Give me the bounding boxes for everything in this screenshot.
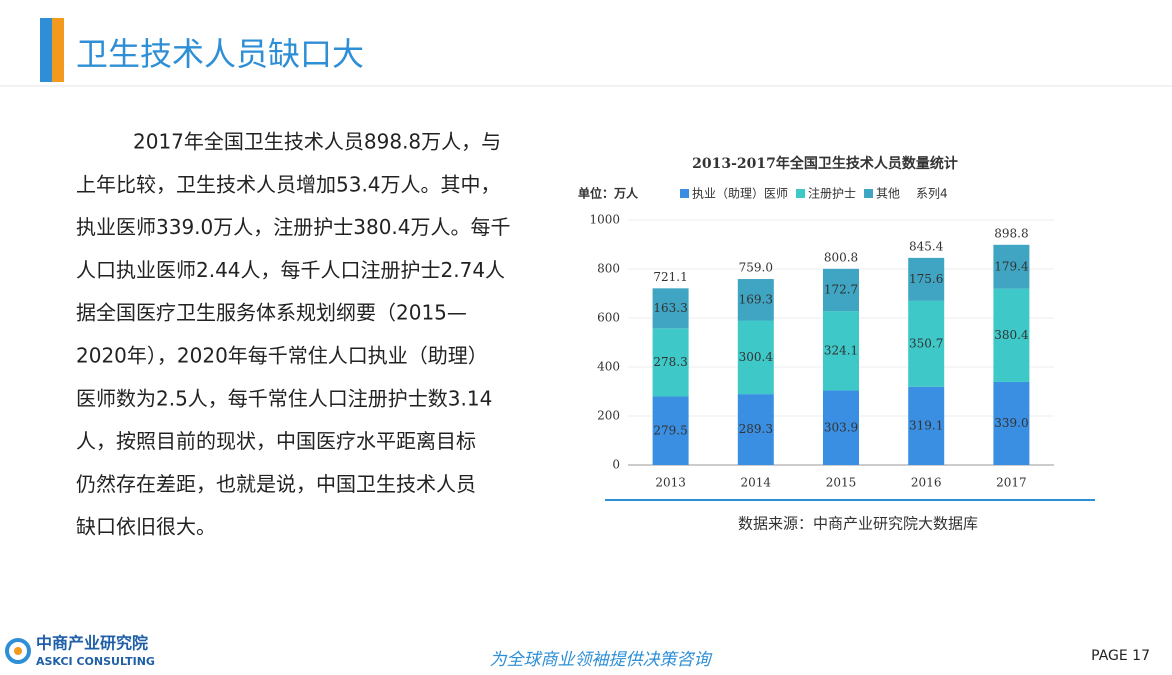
bar-segment <box>993 381 1030 465</box>
paragraph-line: 人，按照目前的现状，中国医疗水平距离目标 <box>76 429 476 453</box>
bar-segment <box>823 390 859 465</box>
accent-blue <box>40 18 52 82</box>
data-label: 350.7 <box>909 336 943 350</box>
slogan: 为全球商业领袖提供决策咨询 <box>490 650 713 670</box>
bar-segment <box>993 244 1030 289</box>
data-label: 319.1 <box>909 418 943 432</box>
data-label: 279.5 <box>653 423 687 437</box>
bar-segment <box>993 288 1030 382</box>
legend-swatch <box>796 189 806 198</box>
logo-text: 中商产业研究院 <box>36 634 148 653</box>
logo-dot <box>14 647 22 655</box>
x-tick-label: 2016 <box>911 476 942 490</box>
paragraph-line: 上年比较，卫生技术人员增加53.4万人。其中， <box>76 172 501 196</box>
source: 数据来源：中商产业研究院大数据库 <box>738 515 978 533</box>
bar-segment <box>737 320 774 395</box>
bar-segment <box>737 394 774 465</box>
data-label: 163.3 <box>653 301 687 315</box>
accent-orange <box>52 18 64 82</box>
logo-icon <box>5 638 31 664</box>
legend-swatch <box>864 189 874 198</box>
total-label: 898.8 <box>994 226 1028 240</box>
paragraph: 2017年全国卫生技术人员898.8万人，与上年比较，卫生技术人员增加53.4万… <box>76 130 511 539</box>
legend-label: 其他 <box>876 187 900 201</box>
bar-segment <box>652 396 689 465</box>
paragraph-line: 仍然存在差距，也就是说，中国卫生技术人员 <box>76 472 476 496</box>
y-tick-label: 600 <box>597 311 620 325</box>
unit-label: 单位：万人 <box>578 186 639 201</box>
legend-label: 执业（助理）医师 <box>692 187 788 201</box>
legend-label: 注册护士 <box>808 186 856 201</box>
total-label: 800.8 <box>824 250 858 264</box>
data-label: 172.7 <box>824 282 858 296</box>
paragraph-line: 缺口依旧很大。 <box>76 515 216 539</box>
data-label: 380.4 <box>994 328 1029 342</box>
paragraph-line: 据全国医疗卫生服务体系规划纲要（2015— <box>76 301 467 325</box>
chart-title: 2013-2017年全国卫生技术人员数量统计 <box>692 155 958 172</box>
paragraph-line: 执业医师339.0万人，注册护士380.4万人。每千 <box>76 215 511 239</box>
bar-segment <box>652 288 689 329</box>
data-label: 179.4 <box>994 259 1029 273</box>
y-tick-label: 0 <box>612 458 620 472</box>
data-label: 169.3 <box>739 292 773 306</box>
data-label: 324.1 <box>824 343 858 357</box>
logo-english: ASKCI CONSULTING <box>36 655 155 668</box>
data-label: 289.3 <box>739 422 773 436</box>
data-label: 278.3 <box>653 355 687 369</box>
y-tick-label: 200 <box>597 409 620 423</box>
x-tick-label: 2013 <box>655 476 686 490</box>
page-number: PAGE 17 <box>1091 648 1150 664</box>
data-label: 175.6 <box>909 272 943 286</box>
bar-segment <box>737 279 774 321</box>
paragraph-line: 医师数为2.5人，每千常住人口注册护士数3.14 <box>76 386 492 410</box>
bar-segment <box>908 257 945 301</box>
legend-swatch <box>680 189 689 198</box>
total-label: 759.0 <box>739 261 773 275</box>
bar-segment <box>908 386 945 465</box>
paragraph-line: 2020年），2020年每千常住人口执业（助理） <box>76 344 488 368</box>
paragraph-line: 人口执业医师2.44人，每千人口注册护士2.74人 <box>76 258 505 282</box>
x-tick-label: 2017 <box>996 476 1027 490</box>
y-tick-label: 1000 <box>589 213 620 227</box>
slide-title: 卫生技术人员缺口大 <box>76 35 364 73</box>
total-label: 845.4 <box>909 239 944 253</box>
y-tick-label: 800 <box>597 262 620 276</box>
bar-segment <box>908 300 945 387</box>
legend-label: 系列4 <box>916 187 948 201</box>
paragraph-line: 2017年全国卫生技术人员898.8万人，与 <box>133 130 501 154</box>
data-label: 303.9 <box>824 420 858 434</box>
bar-segment <box>652 328 689 397</box>
y-tick-label: 400 <box>597 360 620 374</box>
total-label: 721.1 <box>653 270 687 284</box>
x-tick-label: 2015 <box>826 476 857 490</box>
bar-segment <box>823 311 859 391</box>
data-label: 339.0 <box>994 416 1028 430</box>
data-label: 300.4 <box>739 350 774 364</box>
x-tick-label: 2014 <box>741 476 772 490</box>
bar-segment <box>823 268 859 312</box>
